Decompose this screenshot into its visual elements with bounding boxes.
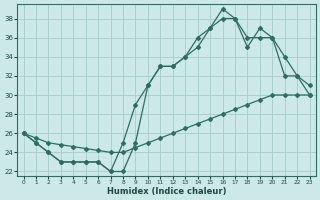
X-axis label: Humidex (Indice chaleur): Humidex (Indice chaleur) <box>107 187 226 196</box>
